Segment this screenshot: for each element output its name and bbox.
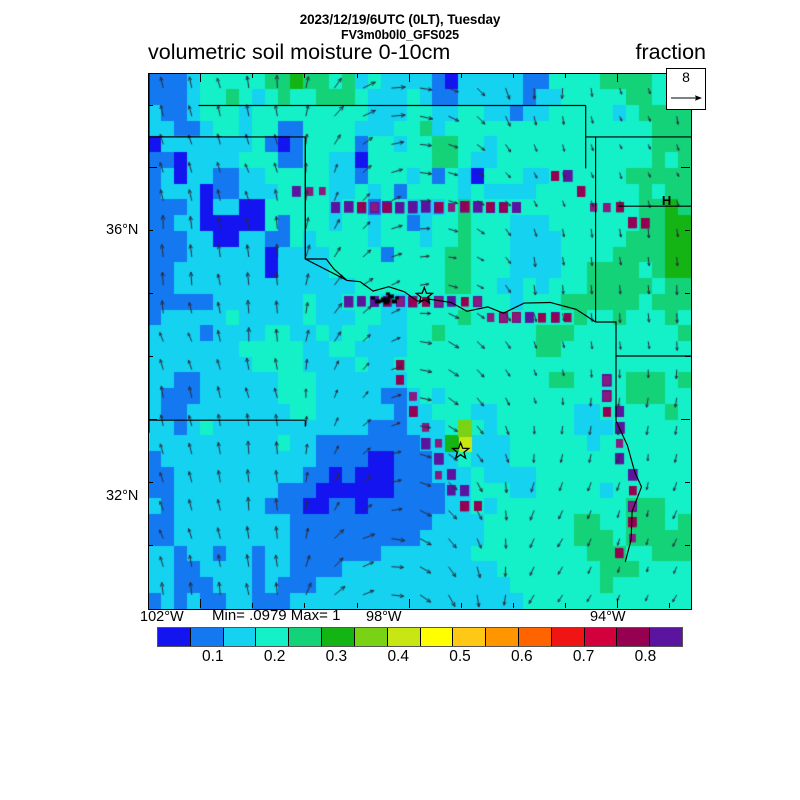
colorbar-segment bbox=[518, 628, 552, 646]
axis-tick-x bbox=[669, 603, 671, 608]
model-name: FV3m0b0l0_GFS025 bbox=[341, 28, 459, 42]
colorbar-tick-label: 0.5 bbox=[449, 648, 471, 665]
colorbar-segment bbox=[223, 628, 257, 646]
colorbar-segment bbox=[453, 628, 487, 646]
axis-tick-y bbox=[148, 167, 157, 169]
axis-tick-y bbox=[148, 482, 153, 484]
axis-tick-y bbox=[148, 419, 157, 421]
colorbar-tick-label: 0.2 bbox=[263, 648, 286, 665]
colorbar-segment bbox=[354, 628, 388, 646]
axis-tick-x bbox=[200, 599, 202, 608]
colorbar-segment bbox=[420, 628, 454, 646]
axis-tick-y bbox=[681, 167, 690, 169]
axis-label-lat-32: 32°N bbox=[106, 488, 139, 504]
axis-tick-x bbox=[252, 73, 254, 78]
axis-tick-y bbox=[148, 230, 153, 232]
units-label: fraction bbox=[635, 40, 706, 64]
axis-tick-x bbox=[356, 73, 358, 78]
colorbar-segment bbox=[584, 628, 618, 646]
colorbar-tick-label: 0.7 bbox=[572, 648, 595, 665]
axis-tick-x bbox=[408, 73, 410, 82]
axis-tick-x bbox=[512, 73, 514, 78]
axis-tick-x bbox=[617, 73, 618, 82]
colorbar-segment bbox=[158, 628, 191, 646]
axis-tick-x bbox=[408, 599, 410, 608]
colorbar-tick-label: 0.3 bbox=[325, 648, 348, 665]
axis-tick-y bbox=[685, 293, 690, 295]
axis-tick-x bbox=[252, 603, 254, 608]
axis-tick-y bbox=[685, 545, 690, 547]
colorbar-segment bbox=[322, 628, 355, 646]
colorbar-segment bbox=[650, 628, 682, 646]
axis-tick-x bbox=[512, 603, 514, 608]
axis-tick-x bbox=[460, 73, 462, 78]
map-plot-area[interactable]: H bbox=[148, 73, 692, 610]
colorbar-tick-label: 0.1 bbox=[202, 648, 224, 665]
colorbar-tick-labels: 0.1 0.2 0.3 0.4 0.5 0.6 0.7 0.8 bbox=[157, 648, 683, 668]
axis-tick-y bbox=[148, 545, 153, 547]
axis-tick-x bbox=[617, 599, 618, 608]
forecast-datetime: 2023/12/19/6UTC (0LT), Tuesday bbox=[299, 12, 501, 27]
colorbar-segment bbox=[256, 628, 290, 646]
axis-tick-y bbox=[685, 356, 690, 358]
colorbar-segment bbox=[617, 628, 651, 646]
axis-tick-x bbox=[564, 603, 566, 608]
colorbar-segment bbox=[289, 628, 323, 646]
axis-tick-y bbox=[148, 356, 153, 358]
axis-tick-x bbox=[564, 73, 566, 78]
wind-vector-key-value: 8 bbox=[682, 69, 690, 85]
axis-label-lat-36: 36°N bbox=[106, 222, 139, 238]
colorbar-segment bbox=[387, 628, 421, 646]
colorbar-segment bbox=[486, 628, 519, 646]
wind-vector-overlay bbox=[149, 74, 691, 609]
axis-tick-y bbox=[148, 104, 153, 106]
axis-tick-x bbox=[304, 603, 306, 608]
colorbar-tick-label: 0.4 bbox=[387, 648, 409, 665]
axis-tick-x bbox=[356, 603, 358, 608]
axis-tick-y bbox=[685, 482, 690, 484]
colorbar[interactable] bbox=[157, 627, 683, 647]
axis-tick-x bbox=[200, 73, 202, 82]
axis-tick-x bbox=[460, 603, 462, 608]
min-max-stats: Min= .0979 Max= 1 bbox=[212, 607, 341, 624]
colorbar-tick-label: 0.6 bbox=[511, 648, 533, 665]
axis-tick-x bbox=[304, 73, 306, 78]
right-arrow-icon bbox=[671, 95, 702, 101]
axis-label-lon-102: 102°W bbox=[140, 609, 184, 625]
colorbar-segment bbox=[190, 628, 224, 646]
axis-tick-y bbox=[148, 293, 153, 295]
axis-tick-y bbox=[685, 230, 690, 232]
variable-title: volumetric soil moisture 0-10cm bbox=[148, 40, 451, 64]
wind-vector-key: 8 bbox=[666, 68, 706, 110]
colorbar-tick-label: 0.8 bbox=[634, 648, 657, 665]
colorbar-segment bbox=[551, 628, 585, 646]
axis-label-lon-94: 94°W bbox=[590, 609, 626, 625]
axis-tick-y bbox=[681, 419, 690, 421]
axis-label-lon-98: 98°W bbox=[366, 609, 402, 625]
